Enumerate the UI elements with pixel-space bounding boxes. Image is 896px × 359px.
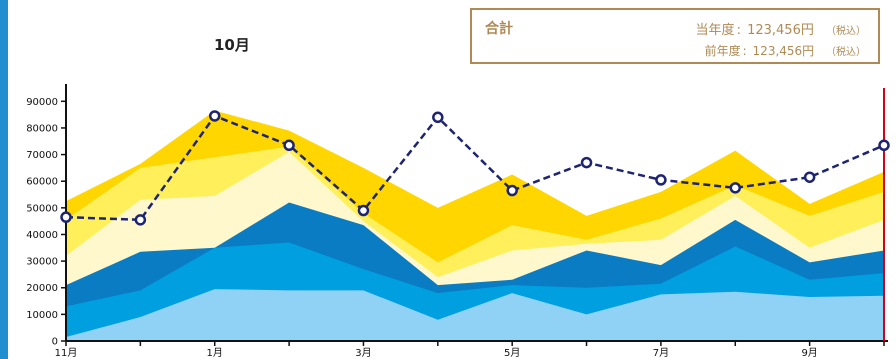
line-point xyxy=(134,214,147,226)
y-tick-label: 40000 xyxy=(26,230,58,241)
previous-year-label: 前年度 xyxy=(704,44,741,58)
line-point xyxy=(283,139,295,152)
line-point xyxy=(803,171,816,183)
current-year-tax-note: （税込） xyxy=(826,26,866,37)
line-point xyxy=(357,204,370,217)
y-tick-label: 90000 xyxy=(26,97,58,108)
x-tick-label: 1月 xyxy=(207,347,223,359)
line-series xyxy=(65,114,885,222)
total-label: 合計 xyxy=(485,21,513,37)
y-tick-label: 10000 xyxy=(26,310,58,321)
line-point xyxy=(878,139,890,152)
x-tick-label: 11月 xyxy=(55,347,78,359)
previous-year-row: 前年度: 123,456円 （税込） xyxy=(704,44,866,58)
y-tick-label: 80000 xyxy=(26,123,58,134)
line-point xyxy=(60,211,72,223)
total-summary-box: 合計 当年度: 123,456円 （税込） 前年度: 123,456円 （税込） xyxy=(470,8,880,64)
month-title: 10月 xyxy=(214,36,250,54)
y-tick-label: 20000 xyxy=(26,283,58,294)
line-point xyxy=(208,110,221,122)
y-tick-label: 50000 xyxy=(26,203,58,214)
y-tick-label: 30000 xyxy=(26,257,58,268)
line-point xyxy=(506,184,518,197)
x-tick-label: 3月 xyxy=(355,347,371,359)
current-year-row: 当年度: 123,456円 （税込） xyxy=(695,23,866,38)
x-tick-label: 5月 xyxy=(504,347,520,359)
x-tick-label: 7月 xyxy=(653,347,669,359)
line-point xyxy=(655,174,667,186)
previous-year-tax-note: （税込） xyxy=(826,47,866,58)
current-year-label: 当年度 xyxy=(695,23,735,38)
line-point xyxy=(432,111,444,124)
y-tick-label: 0 xyxy=(52,337,58,348)
y-tick-label: 60000 xyxy=(26,177,58,188)
line-point xyxy=(580,156,593,169)
previous-year-value: 123,456円 xyxy=(752,44,815,58)
area-band-1 xyxy=(66,289,884,341)
x-tick-label: 9月 xyxy=(801,347,817,359)
y-tick-label: 70000 xyxy=(26,150,58,161)
current-year-value: 123,456円 xyxy=(747,23,814,38)
line-point xyxy=(729,182,742,194)
left-accent-strip xyxy=(0,0,8,359)
